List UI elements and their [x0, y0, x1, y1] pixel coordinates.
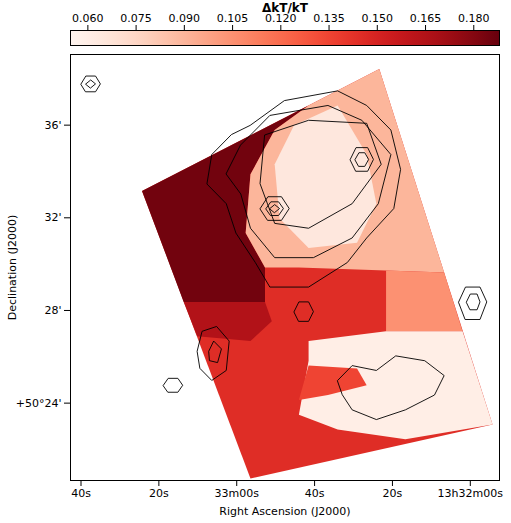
svg-text:0.090: 0.090 [169, 12, 201, 25]
svg-text:28': 28' [44, 304, 61, 317]
svg-text:0.105: 0.105 [217, 12, 249, 25]
svg-text:0.135: 0.135 [313, 12, 345, 25]
svg-text:+50°24': +50°24' [16, 397, 62, 410]
svg-text:0.075: 0.075 [120, 12, 152, 25]
svg-text:20s: 20s [383, 487, 403, 500]
svg-text:0.165: 0.165 [410, 12, 442, 25]
svg-text:32': 32' [44, 211, 61, 224]
svg-text:0.120: 0.120 [265, 11, 297, 25]
svg-text:0.150: 0.150 [362, 12, 394, 25]
svg-text:13h32m00s: 13h32m00s [438, 487, 504, 500]
svg-text:0.180: 0.180 [458, 12, 490, 25]
svg-text:33m00s: 33m00s [215, 487, 260, 500]
svg-text:0.060: 0.060 [72, 12, 104, 25]
svg-text:36': 36' [44, 119, 61, 132]
svg-text:ΔkT/kT: ΔkT/kT [262, 1, 309, 15]
svg-text:20s: 20s [149, 487, 169, 500]
svg-text:40s: 40s [71, 487, 91, 500]
svg-text:40s: 40s [305, 487, 325, 500]
svg-text:Declination (J2000): Declination (J2000) [6, 215, 19, 321]
svg-text:Right Ascension (J2000): Right Ascension (J2000) [219, 505, 350, 518]
